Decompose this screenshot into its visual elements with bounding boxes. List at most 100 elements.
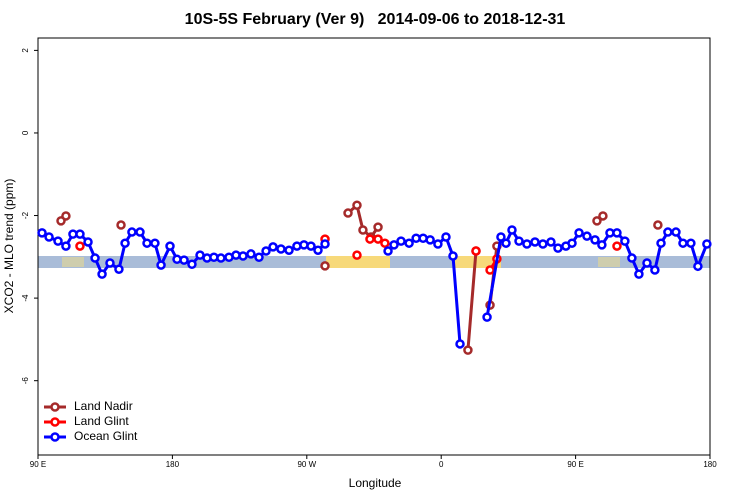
legend-label: Land Glint [74,414,129,428]
point [116,220,126,230]
point [179,255,189,265]
point [352,250,362,260]
point [90,253,100,263]
point [538,239,548,249]
point [135,227,145,237]
point [383,246,393,256]
point [150,238,160,248]
point [592,216,602,226]
point [612,241,622,251]
point [365,234,375,244]
point [284,245,294,255]
point [448,251,458,261]
point [463,345,473,355]
point [404,238,414,248]
point [61,241,71,251]
legend-label: Land Nadir [74,399,133,413]
x-tick-label: 0 [439,460,444,469]
legend-marker [50,417,60,427]
point [597,240,607,250]
x-axis-label: Longitude [349,476,402,490]
point [261,246,271,256]
point [83,237,93,247]
point [238,251,248,261]
point [642,258,652,268]
point [75,229,85,239]
point [471,246,481,256]
point [276,244,286,254]
y-tick-label: -4 [21,294,30,302]
point [187,259,197,270]
x-tick-label: 90 E [567,460,583,469]
point [634,269,644,279]
point [380,238,390,248]
point [358,225,368,235]
point [433,239,443,249]
series-line [41,226,709,345]
point [650,265,660,275]
point [44,232,54,242]
point [546,237,556,247]
point [686,238,696,248]
point [693,261,703,272]
point [656,238,666,248]
chart-title: 10S-5S February (Ver 9) 2014-09-06 to 20… [185,11,566,28]
point [514,236,524,246]
point [455,339,465,349]
y-tick-label: 0 [21,130,30,135]
point [598,211,608,221]
x-tick-label: 180 [166,460,180,469]
y-tick-label: -2 [21,211,30,219]
legend-label: Ocean Glint [74,429,138,443]
point [496,232,506,242]
x-tick-label: 90 E [30,460,46,469]
legend-marker [50,432,60,442]
point [678,238,688,248]
point [590,235,600,245]
plot-frame [37,37,711,456]
point [97,269,107,279]
point [582,231,592,241]
point [530,237,540,247]
point [627,253,637,263]
point [671,227,681,237]
point [373,234,383,244]
point [507,225,517,235]
point [389,240,399,250]
point [313,245,323,255]
point [522,239,532,249]
y-tick-label: -6 [21,377,30,385]
point [61,211,71,221]
point [425,235,435,245]
point [620,236,630,246]
point [501,238,511,248]
point [165,241,175,251]
point [485,265,495,275]
point [343,208,353,218]
point [142,238,152,248]
point [105,258,115,268]
point [574,228,584,238]
point [268,242,278,252]
point [246,249,256,259]
point [567,238,577,248]
legend-marker [50,402,60,412]
map-strip [38,256,710,268]
point [120,238,130,248]
point [396,236,406,246]
point [254,252,264,262]
point [75,241,85,251]
point [127,227,137,237]
point [482,312,492,322]
point [53,236,63,246]
point [653,220,663,230]
point [441,232,451,242]
point [156,260,166,270]
point [320,261,330,271]
point [114,264,124,274]
point [663,227,673,237]
point [352,200,362,210]
y-axis-label: XCO2 - MLO trend (ppm) [2,179,16,314]
point [373,222,383,232]
